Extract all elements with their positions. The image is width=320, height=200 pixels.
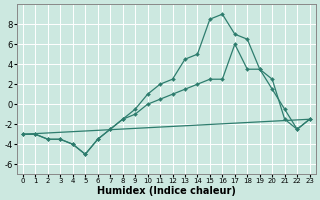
- X-axis label: Humidex (Indice chaleur): Humidex (Indice chaleur): [97, 186, 236, 196]
